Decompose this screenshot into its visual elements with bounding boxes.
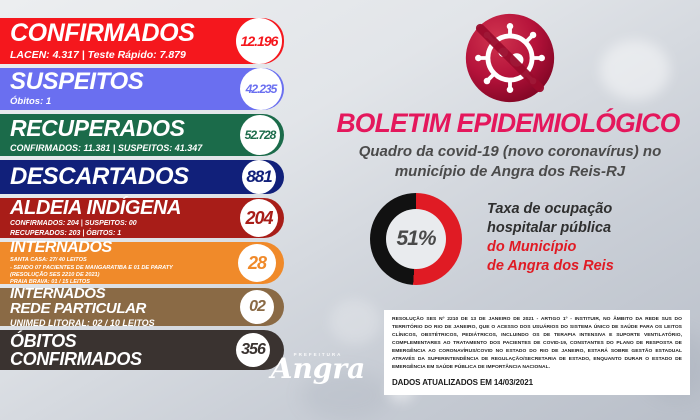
stat-value-badge: 204: [240, 199, 278, 237]
donut-percent-label: 51%: [386, 209, 446, 269]
stat-sublabel-3: (RESOLUÇÃO SES 2210 DE 2021): [10, 272, 100, 278]
stat-label: ÓBITOS: [10, 331, 77, 351]
stat-value-badge: 881: [242, 160, 276, 194]
stat-label-2: REDE PARTICULAR: [10, 299, 146, 317]
legal-text: RESOLUÇÃO SES Nº 2210 DE 13 DE JANEIRO D…: [392, 317, 682, 370]
stat-label: RECUPERADOS: [10, 114, 185, 141]
occupancy-line-3: do Município: [487, 238, 577, 255]
stat-row-suspeitos: SUSPEITOS Óbitos: 1 42.235: [0, 68, 284, 110]
stat-sublabel-4: PRAIA BRAVA: 01 / 15 LEITOS: [10, 279, 90, 286]
logo-prefix: PREFEITURA: [293, 352, 343, 357]
stat-value-badge: 52.728: [240, 115, 280, 155]
stat-texts: INTERNADOS SANTA CASA: 27/ 40 LEITOS - S…: [10, 240, 238, 286]
no-virus-icon: [462, 10, 558, 106]
occupancy-line-4: de Angra dos Reis: [487, 257, 614, 274]
stat-label-2: CONFIRMADOS: [10, 349, 142, 369]
stat-row-descartados: DESCARTADOS 881: [0, 160, 284, 194]
stat-row-obitos-confirmados: ÓBITOS CONFIRMADOS 356: [0, 330, 284, 370]
stat-sublabel: CONFIRMADOS: 204 | SUSPEITOS: 00: [10, 219, 137, 227]
stat-texts: RECUPERADOS CONFIRMADOS: 11.381 | SUSPEI…: [10, 114, 240, 153]
stat-label: SUSPEITOS: [10, 68, 144, 96]
background-blob: [300, 370, 390, 420]
stat-texts: ALDEIA INDÍGENA CONFIRMADOS: 204 | SUSPE…: [10, 198, 240, 238]
page-subtitle: Quadro da covid-19 (novo coronavírus) no…: [358, 143, 662, 180]
update-date: DADOS ATUALIZADOS EM 14/03/2021: [392, 377, 533, 387]
background-blob: [330, 300, 380, 344]
stat-label: INTERNADOS: [10, 284, 106, 302]
stat-row-confirmados: CONFIRMADOS LACEN: 4.317 | Teste Rápido:…: [0, 18, 284, 64]
occupancy-line-2: hospitalar pública: [487, 219, 612, 236]
stat-sublabel-2: RECUPERADOS: 203 | ÓBITOS: 1: [10, 230, 122, 237]
stats-column: CONFIRMADOS LACEN: 4.317 | Teste Rápido:…: [0, 18, 284, 374]
stat-sublabel: UNIMED LITORAL: 02 / 10 LEITOS: [10, 317, 155, 328]
stat-texts: DESCARTADOS: [10, 165, 242, 189]
stat-sublabel: CONFIRMADOS: 11.381 | SUSPEITOS: 41.347: [10, 142, 203, 153]
stat-label: ALDEIA INDÍGENA: [10, 196, 182, 219]
stat-value-badge: 02: [240, 290, 274, 324]
angra-logo: PREFEITURA Angra: [258, 352, 378, 385]
stat-value-badge: 28: [238, 244, 276, 282]
legal-notice: RESOLUÇÃO SES Nº 2210 DE 13 DE JANEIRO D…: [384, 310, 690, 395]
page-title: BOLETIM EPIDEMIOLÓGICO: [336, 108, 680, 138]
stat-value-badge: 12.196: [236, 18, 282, 64]
stat-label: CONFIRMADOS: [10, 18, 195, 47]
stat-row-internados-rede-particular: INTERNADOS REDE PARTICULAR UNIMED LITORA…: [0, 286, 284, 328]
stat-texts: CONFIRMADOS LACEN: 4.317 | Teste Rápido:…: [10, 18, 236, 61]
hospital-occupancy-donut: 51%: [370, 193, 462, 285]
logo-name: Angra: [270, 352, 366, 385]
stat-value-badge: 42.235: [240, 68, 282, 110]
stat-sublabel: LACEN: 4.317 | Teste Rápido: 7.879: [10, 48, 186, 61]
stat-label: DESCARTADOS: [10, 163, 189, 190]
stat-texts: INTERNADOS REDE PARTICULAR UNIMED LITORA…: [10, 286, 240, 328]
stat-sublabel-2: - SENDO 07 PACIENTES DE MANGARATIBA E 01…: [10, 264, 173, 271]
stat-texts: ÓBITOS CONFIRMADOS: [10, 332, 236, 368]
stat-texts: SUSPEITOS Óbitos: 1: [10, 70, 240, 108]
donut-ring: 51%: [370, 193, 462, 285]
occupancy-caption: Taxa de ocupação hospitalar pública do M…: [487, 200, 697, 275]
stat-sublabel: Óbitos: 1: [10, 96, 52, 108]
stat-row-internados: INTERNADOS SANTA CASA: 27/ 40 LEITOS - S…: [0, 240, 284, 286]
stat-row-aldeia-indigena: ALDEIA INDÍGENA CONFIRMADOS: 204 | SUSPE…: [0, 198, 284, 238]
occupancy-line-1: Taxa de ocupação: [487, 201, 613, 217]
background-blob: [600, 40, 670, 100]
stat-row-recuperados: RECUPERADOS CONFIRMADOS: 11.381 | SUSPEI…: [0, 114, 284, 156]
stat-label: INTERNADOS: [10, 239, 112, 257]
stat-value-badge: 356: [236, 333, 270, 367]
stat-sublabel: SANTA CASA: 27/ 40 LEITOS: [10, 257, 87, 264]
